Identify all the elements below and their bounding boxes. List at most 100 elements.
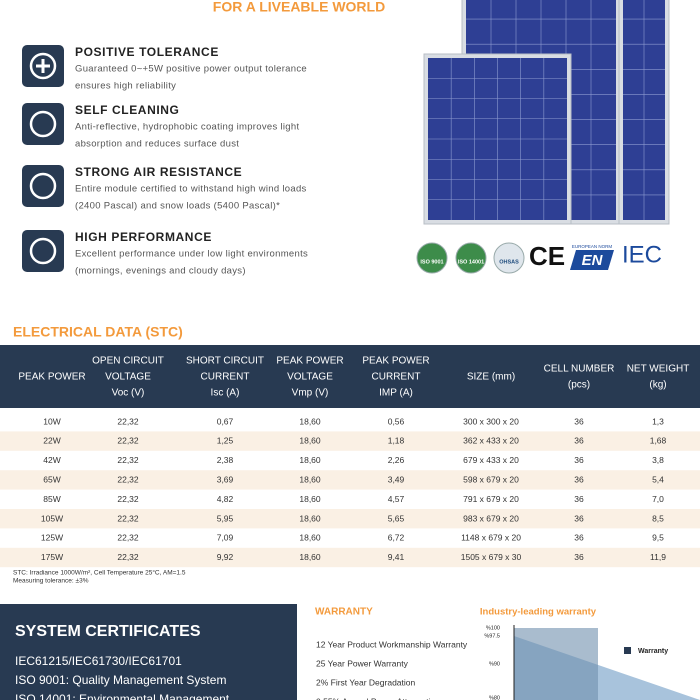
column-header: Isc (A) — [211, 388, 240, 399]
column-header: (kg) — [649, 380, 666, 391]
warranty-area — [514, 628, 598, 700]
table-cell: 6,72 — [388, 533, 405, 543]
table-cell: 36 — [574, 552, 584, 562]
table-cell: 36 — [574, 416, 584, 426]
cert-badge — [416, 242, 448, 274]
table-cell: 18,60 — [299, 513, 321, 523]
table-cell: 125W — [41, 533, 63, 543]
table-cell: 2,38 — [217, 455, 234, 465]
table-cell: 22,32 — [117, 455, 139, 465]
table-cell: 22,32 — [117, 513, 139, 523]
feature-description: Anti-reflective, hydrophobic coating imp… — [75, 122, 299, 133]
feature-description: Entire module certified to withstand hig… — [75, 184, 307, 195]
feature-icon — [22, 103, 64, 145]
column-header: NET WEIGHT — [627, 364, 690, 375]
feature-title: STRONG AIR RESISTANCE — [75, 165, 242, 179]
tagline: FOR A LIVEABLE WORLD — [213, 0, 385, 15]
certificates-panel — [0, 604, 297, 700]
feature-description: (mornings, evenings and cloudy days) — [75, 266, 246, 277]
feature-title: HIGH PERFORMANCE — [75, 230, 212, 244]
certificate-item: ISO 9001: Quality Management System — [15, 673, 226, 687]
cert-label: ISO 14001 — [458, 259, 484, 265]
table-cell: 18,60 — [299, 474, 321, 484]
table-note: Measuring tolerance: ±3% — [13, 578, 89, 585]
certificate-item: IEC61215/IEC61730/IEC61701 — [15, 654, 182, 668]
feature-description: Excellent performance under low light en… — [75, 249, 308, 260]
feature-title: POSITIVE TOLERANCE — [75, 45, 219, 59]
cert-badge — [570, 250, 614, 270]
table-cell: 3,49 — [388, 474, 405, 484]
table-cell: 10W — [43, 416, 60, 426]
table-cell: 1,3 — [652, 416, 664, 426]
icon-glyph — [29, 172, 57, 200]
feature-description: ensures high reliability — [75, 81, 176, 92]
table-cell: 36 — [574, 494, 584, 504]
column-header: PEAK POWER — [18, 372, 85, 383]
cert-label: OHSAS — [499, 259, 519, 265]
column-header: Vmp (V) — [292, 388, 329, 399]
cert-label: IEC — [622, 241, 662, 268]
cert-label: EUROPEAN NORM — [572, 244, 613, 249]
table-cell: 8,5 — [652, 513, 664, 523]
table-cell: 300 x 300 x 20 — [463, 416, 519, 426]
table-cell: 105W — [41, 513, 63, 523]
table-cell: 42W — [43, 455, 60, 465]
table-note: STC: Irradiance 1000W/m², Cell Temperatu… — [13, 569, 186, 577]
table-cell: 1,25 — [217, 436, 234, 446]
column-header: VOLTAGE — [105, 372, 151, 383]
icon-glyph — [29, 237, 57, 265]
table-cell: 1,18 — [388, 436, 405, 446]
column-header: CURRENT — [372, 372, 421, 383]
table-cell: 9,41 — [388, 552, 405, 562]
icon-glyph — [29, 110, 57, 138]
table-cell: 3,69 — [217, 474, 234, 484]
table-cell: 36 — [574, 533, 584, 543]
cert-label: EN — [582, 252, 604, 269]
table-cell: 22,32 — [117, 436, 139, 446]
feature-title: SELF CLEANING — [75, 103, 179, 117]
column-header: OPEN CIRCUIT — [92, 356, 164, 367]
cert-badge — [493, 242, 525, 274]
warranty-item: 12 Year Product Workmanship Warranty — [316, 639, 468, 649]
axis-label: %80 — [489, 695, 500, 700]
table-cell: 362 x 433 x 20 — [463, 436, 519, 446]
cert-badge — [455, 242, 487, 274]
table-cell: 5,4 — [652, 474, 664, 484]
table-cell: 175W — [41, 552, 63, 562]
table-cell: 1148 x 679 x 20 — [461, 533, 521, 543]
table-cell: 1,68 — [650, 436, 667, 446]
table-cell: 22,32 — [117, 416, 139, 426]
feature-description: absorption and reduces surface dust — [75, 139, 239, 150]
column-header: SHORT CIRCUIT — [186, 356, 264, 367]
feature-description: Guaranteed 0~+5W positive power output t… — [75, 64, 307, 75]
table-cell: 22,32 — [117, 533, 139, 543]
table-cell: 2,26 — [388, 455, 405, 465]
table-cell: 18,60 — [299, 416, 321, 426]
table-cell: 85W — [43, 494, 60, 504]
axis-label: %90 — [489, 661, 500, 667]
table-cell: 22W — [43, 436, 60, 446]
feature-icon — [22, 165, 64, 207]
warranty-item: 25 Year Power Warranty — [316, 658, 409, 668]
table-cell: 18,60 — [299, 533, 321, 543]
column-header: SIZE (mm) — [467, 372, 515, 383]
certificates-title: SYSTEM CERTIFICATES — [15, 623, 201, 640]
column-header: PEAK POWER — [276, 356, 343, 367]
legend-label: Warranty — [638, 648, 668, 655]
table-cell: 0,67 — [217, 416, 234, 426]
certificate-item: ISO 14001: Environmental Management — [15, 692, 230, 700]
column-header: Voc (V) — [112, 388, 145, 399]
cert-label: ISO 9001 — [420, 259, 443, 265]
table-cell: 1505 x 679 x 30 — [461, 552, 522, 562]
table-cell: 18,60 — [299, 436, 321, 446]
table-cell: 4,82 — [217, 494, 234, 504]
table-cell: 18,60 — [299, 552, 321, 562]
column-header: (pcs) — [568, 380, 590, 391]
column-header: IMP (A) — [379, 388, 413, 399]
chart-title: Industry-leading warranty — [480, 607, 597, 618]
column-header: CELL NUMBER — [544, 364, 615, 375]
warranty-item: 0.55% Annual Power Attenuation — [316, 696, 440, 700]
table-cell: 36 — [574, 436, 584, 446]
table-cell: 9,5 — [652, 533, 664, 543]
table-cell: 983 x 679 x 20 — [463, 513, 519, 523]
